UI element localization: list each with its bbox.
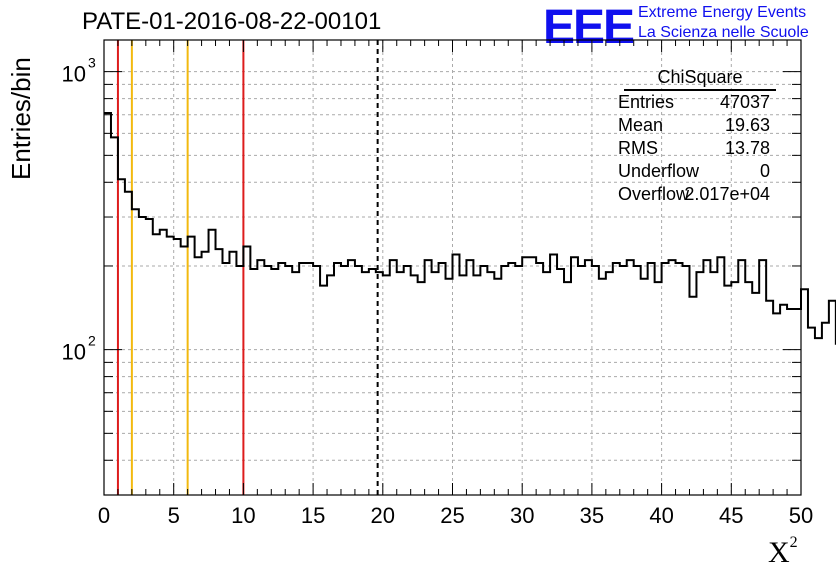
x-tick-label: 50 xyxy=(789,503,813,528)
x-axis-label: X2 xyxy=(768,534,798,570)
logo-line-2: La Scienza nelle Scuole xyxy=(638,24,809,41)
x-tick-label: 5 xyxy=(168,503,180,528)
logo-line-1: Extreme Energy Events xyxy=(638,4,807,21)
x-axis-label-base: X xyxy=(768,536,790,569)
y-tick-label-exponent: 3 xyxy=(88,55,96,71)
stats-key: Mean xyxy=(618,115,664,135)
stats-key: RMS xyxy=(618,138,658,158)
stats-row: Overflow 2.017e+04 xyxy=(614,183,776,206)
stats-value: 19.63 xyxy=(724,115,770,135)
y-axis-label: Entries/bin xyxy=(6,57,36,180)
stats-value: 0 xyxy=(759,161,770,181)
stats-key: Entries xyxy=(618,92,675,112)
x-tick-label: 20 xyxy=(371,503,395,528)
stats-value: 47037 xyxy=(719,92,770,112)
stats-box: ChiSquare Entries 47037 Mean 19.63 RMS 13.7… xyxy=(614,66,776,206)
y-tick-label: 10 xyxy=(62,62,86,87)
stats-title: ChiSquare xyxy=(624,66,776,91)
eee-logo-text: Extreme Energy Events La Scienza nelle S… xyxy=(638,3,809,43)
x-tick-label: 25 xyxy=(440,503,464,528)
chart-title: PATE-01-2016-08-22-00101 xyxy=(82,8,382,35)
x-tick-label: 45 xyxy=(719,503,743,528)
stats-row: RMS 13.78 xyxy=(614,137,776,160)
stats-row: Underflow 0 xyxy=(614,160,776,183)
x-tick-label: 35 xyxy=(580,503,604,528)
x-tick-label: 15 xyxy=(301,503,325,528)
x-axis-label-exponent: 2 xyxy=(789,534,798,551)
stats-value: 2.017e+04 xyxy=(684,184,770,204)
y-tick-label-exponent: 2 xyxy=(88,333,96,349)
stats-key: Underflow xyxy=(618,161,700,181)
y-tick-label: 10 xyxy=(62,340,86,365)
histogram-series xyxy=(104,112,836,345)
stats-row: Mean 19.63 xyxy=(614,114,776,137)
x-tick-label: 10 xyxy=(231,503,255,528)
stats-value: 13.78 xyxy=(724,138,770,158)
stats-key: Overflow xyxy=(618,184,690,204)
x-tick-label: 0 xyxy=(98,503,110,528)
stats-row: Entries 47037 xyxy=(614,91,776,114)
x-tick-label: 40 xyxy=(649,503,673,528)
x-tick-label: 30 xyxy=(510,503,534,528)
